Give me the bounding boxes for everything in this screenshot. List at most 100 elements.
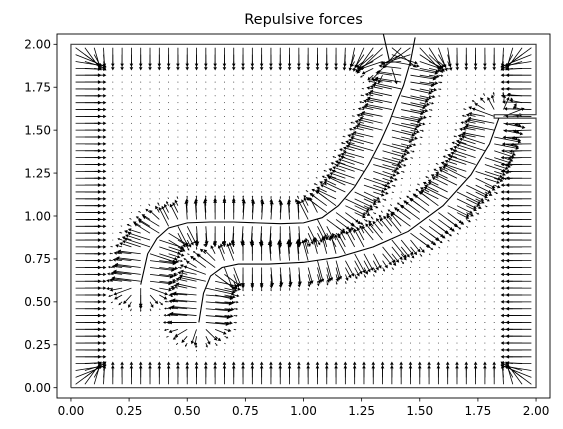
force-arrow [289,102,290,104]
force-arrow [159,253,178,261]
force-arrow [317,342,318,344]
force-arrow [103,301,104,303]
force-arrow [112,74,114,76]
force-arrow [130,143,132,145]
force-arrow [437,356,439,358]
force-arrow [251,191,253,193]
force-arrow [429,81,439,85]
force-arrow [348,138,365,145]
force-arrow [261,95,263,97]
force-arrow [149,287,169,296]
force-arrow [465,335,467,337]
force-arrow [233,274,240,288]
force-arrow [177,184,179,186]
force-arrow [437,267,439,268]
force-arrow [289,109,290,110]
force-arrow [130,198,132,200]
force-arrow [361,67,374,75]
force-arrow [112,356,114,358]
force-arrow [167,197,169,200]
force-arrow [500,47,532,71]
force-arrow [250,47,255,71]
force-arrow [500,272,532,277]
force-arrow [261,129,263,131]
force-arrow [295,198,300,206]
force-arrow [121,95,123,97]
force-arrow [335,287,337,289]
force-arrow [500,73,532,78]
force-arrow [103,122,104,124]
force-arrow [223,109,225,110]
force-arrow [149,122,151,124]
force-arrow [465,113,476,117]
force-arrow [214,195,217,199]
force-arrow [428,232,440,242]
force-arrow [172,298,197,303]
force-arrow [177,191,179,193]
force-arrow [215,287,236,294]
force-arrow [205,102,207,104]
force-arrow [344,365,347,371]
force-arrow [149,109,151,110]
force-arrow [261,356,263,358]
force-arrow [354,74,356,76]
force-arrow [465,123,495,131]
force-arrow [127,228,141,234]
force-arrow [187,253,190,255]
force-arrow [224,335,229,339]
force-arrow [391,273,393,275]
force-arrow [447,322,449,323]
force-arrow [279,102,281,104]
force-arrow [112,322,114,323]
force-arrow [94,155,101,160]
force-arrow [366,86,374,90]
force-arrow [465,74,467,76]
force-arrow [382,253,392,266]
force-arrow [177,170,179,172]
force-arrow [270,129,272,131]
force-arrow [500,176,532,181]
force-arrow [307,267,314,284]
force-arrow [177,363,179,365]
force-arrow [186,246,190,251]
force-arrow [447,328,449,330]
force-arrow [158,95,160,97]
force-arrow [214,164,216,165]
force-arrow [103,150,104,152]
force-arrow [242,164,244,165]
force-arrow [363,99,374,104]
force-arrow [372,83,392,90]
force-arrow [186,88,188,90]
force-arrow [351,115,355,117]
force-arrow [372,342,374,344]
force-arrow [168,102,170,104]
force-arrow [140,136,142,138]
force-arrow [185,365,189,371]
force-arrow [289,356,290,358]
force-arrow [177,266,183,269]
force-arrow [242,150,244,152]
force-arrow [112,328,114,330]
axes-frame [56,33,551,399]
force-arrow [401,95,429,103]
force-arrow [298,143,300,145]
force-arrow [466,212,474,217]
force-arrow [113,287,132,296]
force-arrow [214,191,216,193]
force-arrow [428,239,437,246]
force-arrow [129,218,132,220]
x-tick-label: 0.50 [174,404,201,418]
force-arrow [475,273,477,275]
force-arrow [269,47,273,71]
force-arrow [279,288,282,292]
force-arrow [459,127,467,132]
force-arrow [475,363,477,365]
force-arrow [148,365,152,371]
force-arrow [214,150,216,152]
force-arrow [159,246,181,255]
force-arrow [475,81,477,83]
force-arrow [420,189,439,200]
force-arrow [233,150,235,152]
force-arrow [130,335,132,337]
x-tick-label: 0.25 [116,404,143,418]
